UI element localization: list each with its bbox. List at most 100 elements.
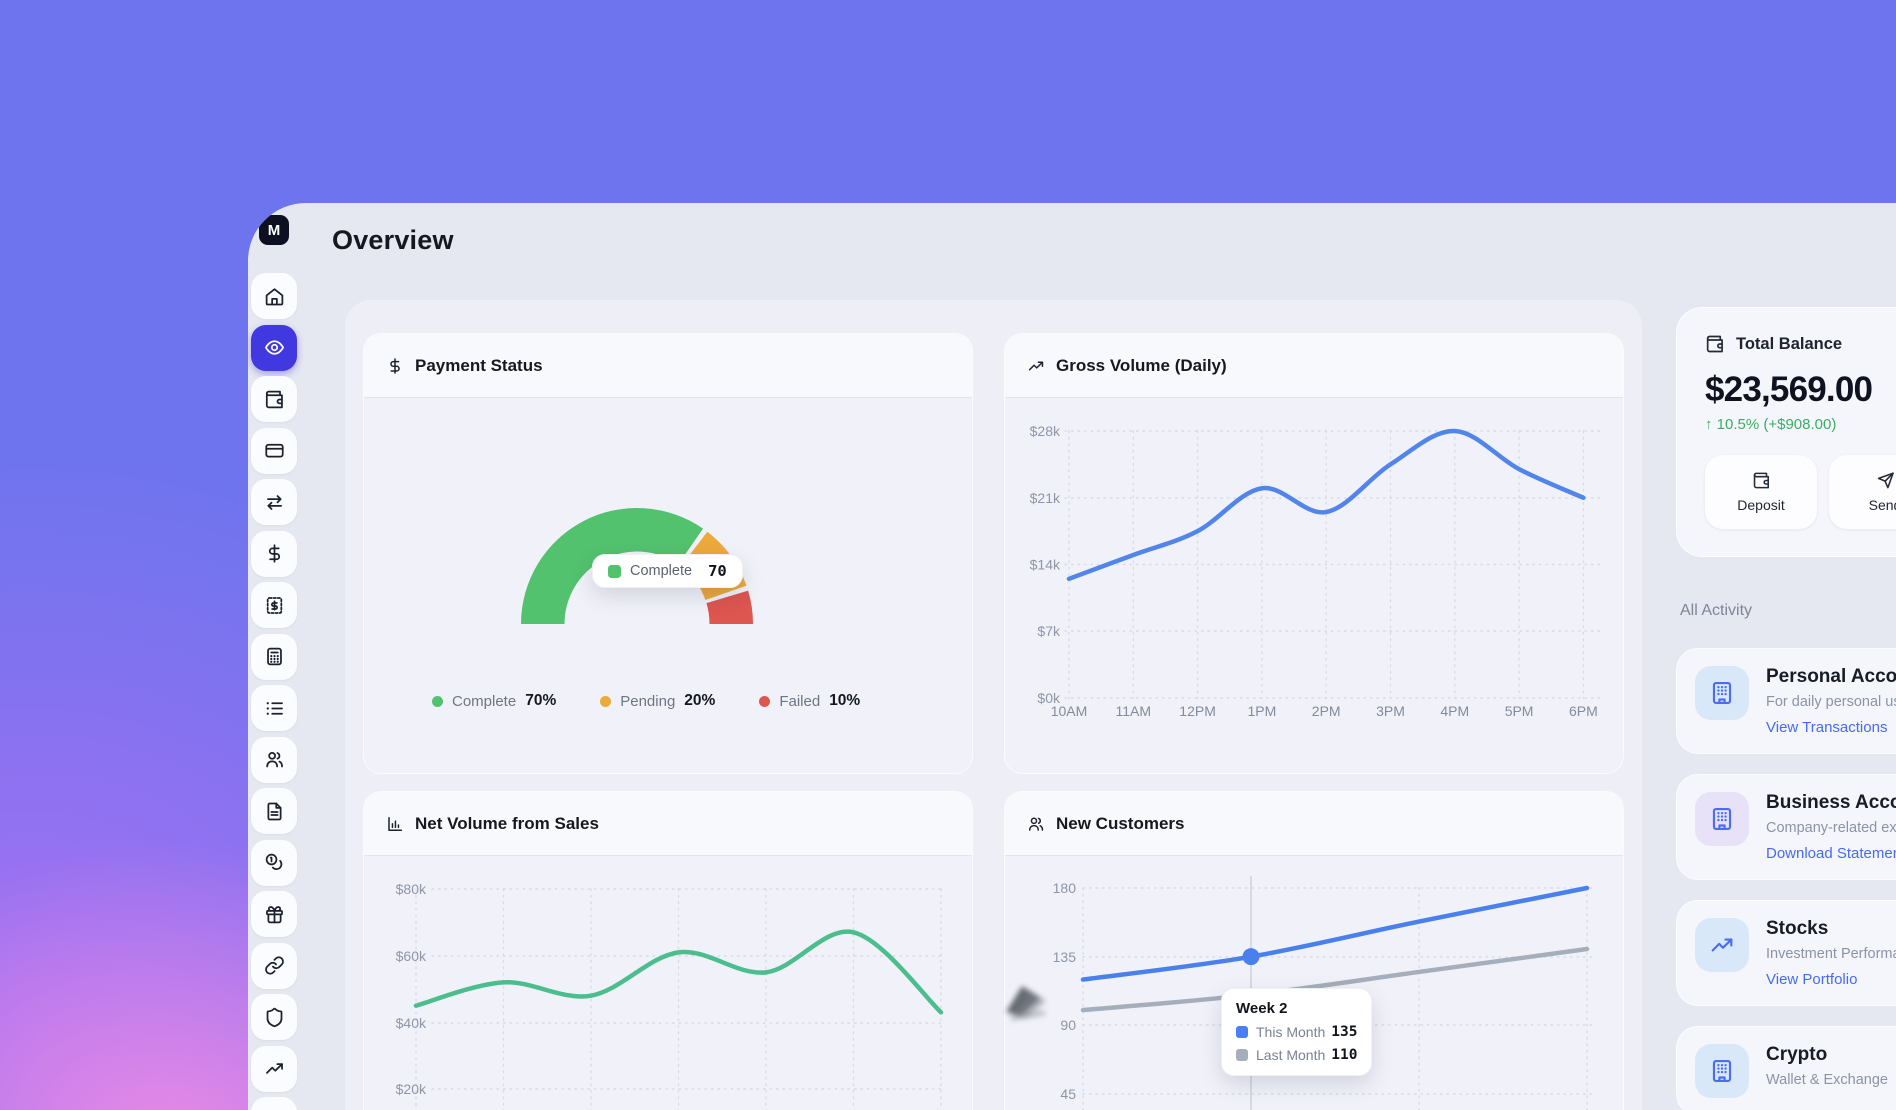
sidebar-item-trending-up[interactable] [251,1045,297,1092]
wallet-icon [1705,334,1725,354]
svg-text:90: 90 [1060,1017,1076,1033]
tooltip-title: Week 2 [1236,1000,1288,1017]
home-icon [264,286,285,307]
svg-text:1PM: 1PM [1248,703,1277,719]
new-customers-chart: 180 135 90 45 Week 2 This Month 135 Last Mont… [1005,856,1623,1110]
trending-up-icon [1027,357,1045,375]
sidebar-item-home[interactable] [251,273,297,319]
svg-text:3PM: 3PM [1376,703,1405,719]
credit-card-icon [264,440,285,461]
svg-text:$40k: $40k [396,1015,427,1031]
sidebar-item-link[interactable] [251,942,297,989]
sidebar-item-eye[interactable] [251,324,297,371]
sidebar-item-users[interactable] [251,736,297,783]
users-icon [264,749,285,770]
tooltip-row: Last Month 110 [1236,1047,1357,1063]
new-customers-header: New Customers [1005,792,1623,856]
total-balance-amount: $23,569.00 [1705,370,1873,409]
trending-up-icon [1695,918,1749,972]
svg-text:135: 135 [1053,949,1077,965]
sidebar-item-coins[interactable] [251,839,297,886]
activity-item-title: Personal Account [1766,666,1896,687]
building-icon [1695,792,1749,846]
wallet-icon [1752,471,1771,490]
total-balance-label: Total Balance [1736,334,1843,353]
total-balance-change: ↑ 10.5% (+$908.00) [1705,416,1837,433]
gauge-tooltip: Complete 70 [592,554,743,588]
activity-item-personal-account[interactable]: Personal Account For daily personal use Vi… [1676,648,1896,754]
gauge-tooltip-label: Complete [630,563,693,579]
main-content: Payment Status Complete 70 Complete 70% Pe… [345,300,1642,1110]
activity-item-business-account[interactable]: Business Account Company-related expenses… [1676,774,1896,880]
svg-text:$7k: $7k [1037,623,1061,639]
activity-item-subtitle: Investment Performance [1766,946,1896,962]
activity-item-subtitle: Company-related expenses [1766,820,1896,836]
activity-item-link[interactable]: View Transactions [1766,719,1888,736]
net-volume-header: Net Volume from Sales [364,792,972,856]
legend-item-failed: Failed 10% [759,692,860,710]
gross-volume-card: Gross Volume (Daily) $28k $21k $14k $7k $0k 1… [1004,333,1624,774]
mouse-cursor [1000,982,1054,1026]
activity-item-link[interactable]: View Portfolio [1766,971,1858,988]
gross-volume-chart: $28k $21k $14k $7k $0k 10AM 11AM 12PM 1PM 2PM 3PM 4… [1005,398,1623,773]
send-button-label: Send [1868,497,1896,513]
payment-status-title: Payment Status [415,355,543,375]
eye-icon [264,337,285,358]
deposit-button[interactable]: Deposit [1705,455,1817,529]
balance-actions: Deposit Send [1705,455,1896,529]
svg-text:2PM: 2PM [1312,703,1341,719]
svg-text:$28k: $28k [1030,423,1061,439]
receipt-icon [264,595,285,616]
sidebar-item-file[interactable] [251,788,297,834]
payment-status-card: Payment Status Complete 70 Complete 70% Pe… [363,333,973,774]
svg-text:$14k: $14k [1030,557,1061,573]
building-icon [1695,666,1749,720]
activity-item-stocks[interactable]: Stocks Investment Performance View Portfol… [1676,900,1896,1006]
new-customers-card: New Customers 180 135 90 45 Week 2 This Mon… [1004,791,1624,1110]
app-logo: M [259,215,289,245]
total-balance-card: Total Balance $23,569.00 ↑ 10.5% (+$908.… [1676,307,1896,557]
gift-icon [264,904,285,925]
send-button[interactable]: Send [1829,455,1896,529]
building-icon [1695,1044,1749,1098]
send-icon [1876,471,1895,490]
net-volume-chart: $80k $60k $40k $20k [364,856,972,1110]
svg-text:$0k: $0k [1037,690,1061,706]
app-logo-letter: M [267,221,281,239]
list-icon [264,698,285,719]
sidebar-item-gift[interactable] [251,891,297,937]
activity-item-link[interactable]: Download Statement [1766,845,1896,862]
new-customers-line-chart: 180 135 90 45 [1053,876,1596,1110]
sidebar-item-receipt[interactable] [251,582,297,628]
file-icon [264,801,285,822]
sidebar-item-dollar[interactable] [251,530,297,577]
activity-item-title: Crypto [1766,1044,1828,1065]
sidebar-item-shield[interactable] [251,994,297,1040]
activity-list: Personal Account For daily personal use Vi… [1676,648,1896,1110]
svg-text:$20k: $20k [396,1081,427,1097]
activity-item-subtitle: Wallet & Exchange [1766,1072,1888,1088]
net-volume-line-chart: $80k $60k $40k $20k [396,881,945,1110]
page-title: Overview [332,225,454,255]
new-customers-tooltip: Week 2 This Month 135 Last Month 110 [1221,988,1373,1076]
gauge-tooltip-value: 70 [708,562,727,580]
gauge-legend: Complete 70% Pending 20% Failed 10% [432,692,860,710]
sidebar-item-credit-card[interactable] [251,427,297,474]
link-icon [264,955,285,976]
sidebar-item-transfer[interactable] [251,479,297,525]
sidebar [251,273,297,1110]
all-activity-heading: All Activity [1680,602,1753,619]
payment-status-chart: Complete 70 Complete 70% Pending 20% Failed 1… [364,398,972,773]
sidebar-item-wallet[interactable] [251,376,297,422]
users-icon [1027,815,1045,833]
trending-up-icon [264,1058,285,1079]
sidebar-item-calculator[interactable] [251,633,297,680]
svg-text:11AM: 11AM [1116,703,1152,719]
activity-item-title: Stocks [1766,918,1829,939]
svg-text:180: 180 [1053,880,1077,896]
activity-item-crypto[interactable]: Crypto Wallet & Exchange [1676,1026,1896,1110]
sidebar-item-message[interactable] [251,1097,297,1110]
sidebar-item-list[interactable] [251,685,297,731]
